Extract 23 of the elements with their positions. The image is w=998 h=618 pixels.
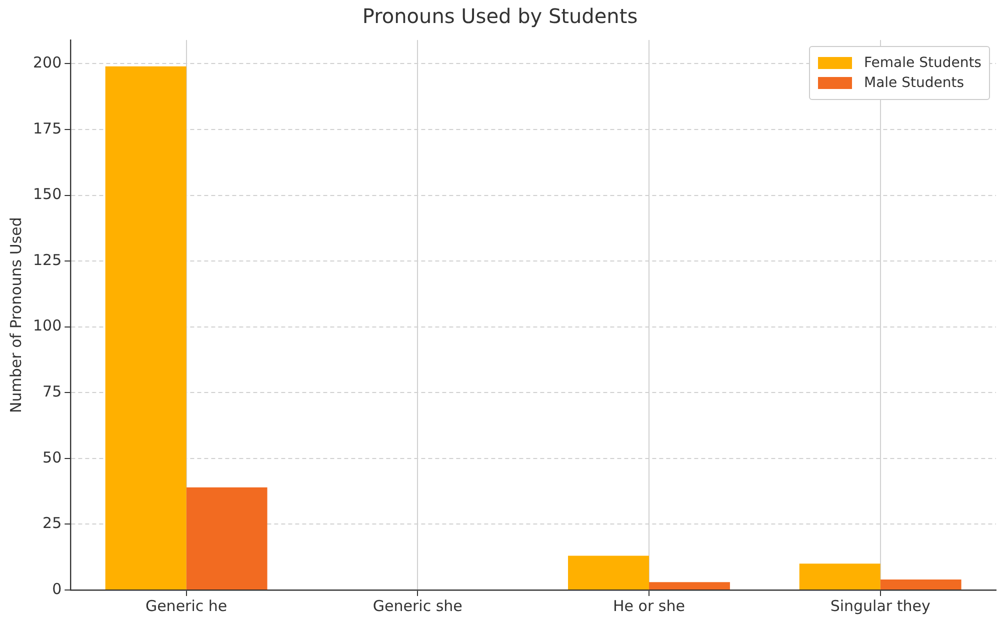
bar [799,564,880,590]
chart-title: Pronouns Used by Students [362,4,638,28]
bar [568,556,649,590]
y-tick-label: 150 [32,185,62,204]
y-tick-label: 25 [42,514,62,532]
y-axis-title: Number of Pronouns Used [6,217,25,413]
x-tick-label: Singular they [830,596,930,615]
y-tick-label: 125 [32,250,62,269]
bar [648,582,730,590]
legend-label: Female Students [864,55,982,71]
y-tick-label: 75 [42,382,62,401]
x-tick-label: He or she [613,596,685,615]
bar [186,487,268,590]
y-tick-label: 100 [32,316,62,335]
y-tick-label: 50 [42,448,62,466]
x-tick-label: Generic she [372,596,462,615]
legend-label: Male Students [864,75,964,91]
y-tick-label: 0 [52,580,62,598]
y-tick-label: 200 [32,54,62,72]
bar [105,66,186,590]
y-tick-label: 175 [32,119,62,138]
x-tick-label: Generic he [145,596,228,615]
bar [880,579,962,590]
